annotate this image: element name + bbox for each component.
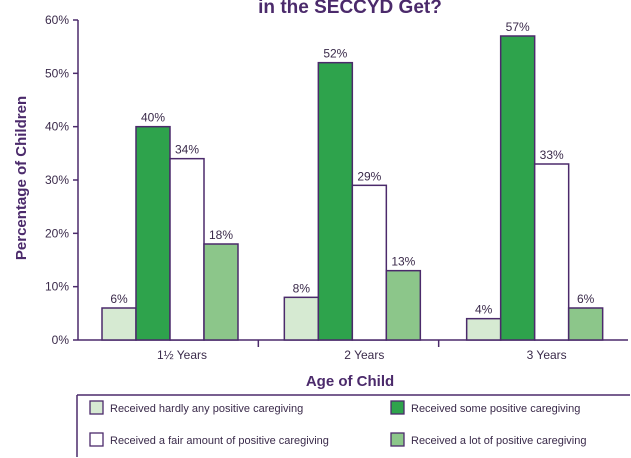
- y-tick-label: 0%: [52, 333, 70, 347]
- bar: [567, 307, 604, 341]
- chart-title: in the SECCYD Get?: [258, 0, 442, 18]
- bar-data-label: 18%: [209, 228, 233, 242]
- bar: [533, 163, 570, 341]
- y-tick-label: 50%: [45, 66, 69, 80]
- y-tick-label: 60%: [45, 13, 69, 27]
- bar: [499, 35, 536, 341]
- bar: [465, 317, 502, 341]
- y-tick-label: 40%: [45, 120, 69, 134]
- bar: [317, 61, 354, 341]
- bar-data-label: 57%: [506, 20, 530, 34]
- bar-data-label: 52%: [323, 47, 347, 61]
- x-tick-label: 1½ Years: [157, 348, 207, 362]
- bar: [385, 269, 422, 341]
- legend-label: Received a lot of positive caregiving: [411, 435, 586, 447]
- y-tick-label: 30%: [45, 173, 69, 187]
- legend-label: Received hardly any positive caregiving: [110, 403, 303, 415]
- legend-label: Received a fair amount of positive careg…: [110, 435, 329, 447]
- x-tick-label: 3 Years: [527, 348, 567, 362]
- y-tick-label: 10%: [45, 280, 69, 294]
- legend-swatch: [390, 432, 405, 447]
- bar-data-label: 6%: [577, 292, 595, 306]
- legend-label: Received some positive caregiving: [411, 403, 580, 415]
- plot-area: 0% 10% 20% 30% 40% 50% 60% 1½ Years 6% 40% 34% 18% 2…: [45, 13, 628, 362]
- bar-data-label: 29%: [357, 169, 381, 183]
- legend: Received hardly any positive caregiving R…: [76, 394, 630, 457]
- bar: [283, 296, 320, 341]
- y-tick-label: 20%: [45, 226, 69, 240]
- y-axis-title: Percentage of Children: [13, 96, 30, 260]
- x-tick-label: 2 Years: [344, 348, 384, 362]
- x-axis-title: Age of Child: [306, 373, 394, 390]
- bar-data-label: 6%: [110, 292, 128, 306]
- bar: [203, 243, 239, 341]
- bar-data-label: 4%: [475, 303, 493, 317]
- legend-swatch: [89, 400, 104, 415]
- bar-data-label: 8%: [293, 281, 311, 295]
- bar: [169, 157, 205, 341]
- bar-data-label: 34%: [175, 143, 199, 157]
- bar: [135, 125, 171, 341]
- legend-swatch: [89, 432, 104, 447]
- bar-data-label: 40%: [141, 111, 165, 125]
- bar-data-label: 33%: [540, 148, 564, 162]
- bar: [101, 307, 137, 341]
- bar: [351, 184, 388, 341]
- legend-swatch: [390, 400, 405, 415]
- bar-data-label: 13%: [391, 255, 415, 269]
